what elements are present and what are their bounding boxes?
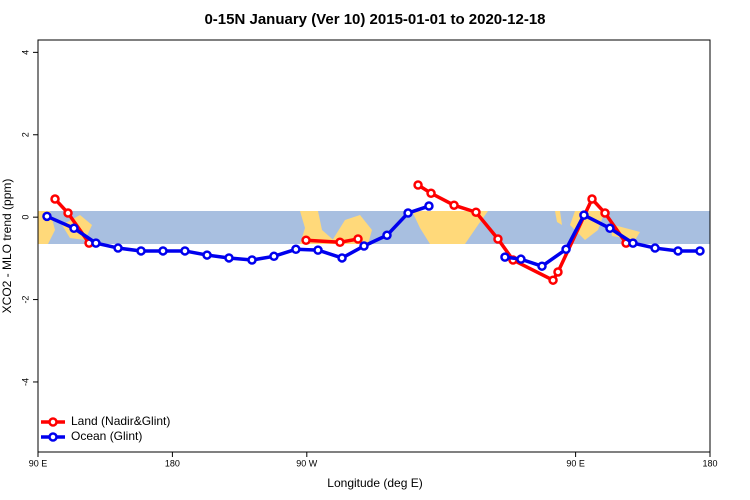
legend-marker: [48, 432, 58, 442]
data-point: [291, 244, 301, 255]
plot-frame: [37, 39, 711, 453]
data-point: [313, 245, 323, 255]
data-point: [353, 234, 363, 244]
x-axis-label: Longitude (deg E): [327, 476, 422, 490]
data-point: [516, 254, 526, 264]
data-point: [382, 230, 392, 241]
data-point: [587, 194, 597, 204]
data-point: [202, 250, 212, 260]
x-tick-label: 90 W: [296, 458, 318, 468]
data-point: [695, 246, 705, 256]
data-point: [180, 246, 190, 256]
y-tick-label: 4: [20, 50, 30, 55]
data-point: [158, 246, 168, 256]
data-point: [605, 223, 615, 234]
data-point: [600, 208, 610, 218]
data-point: [359, 241, 369, 251]
y-tick-label: -2: [20, 296, 30, 304]
series-line: [504, 212, 700, 269]
data-point: [247, 255, 257, 265]
x-tick-label: 90 E: [29, 458, 48, 468]
data-point: [673, 246, 683, 256]
data-point: [63, 208, 73, 218]
data-point: [113, 243, 123, 253]
data-point: [337, 253, 347, 263]
data-point: [537, 261, 547, 271]
data-point: [91, 238, 101, 248]
x-tick-label: 90 E: [566, 458, 585, 468]
y-tick-label: 0: [20, 215, 30, 220]
data-point: [136, 246, 146, 256]
y-axis-label: XCO2 - MLO trend (ppm): [0, 179, 14, 314]
data-point: [301, 235, 311, 245]
y-tick-label: -4: [20, 378, 30, 386]
data-point: [424, 201, 434, 211]
legend-marker: [48, 417, 58, 427]
data-point: [500, 252, 510, 262]
data-point: [548, 275, 558, 285]
data-point: [426, 188, 436, 199]
chart-title: 0-15N January (Ver 10) 2015-01-01 to 202…: [204, 11, 545, 28]
data-point: [628, 238, 638, 248]
legend-label: Ocean (Glint): [71, 429, 142, 443]
data-point: [471, 207, 481, 217]
data-point: [650, 243, 660, 253]
data-point: [335, 237, 345, 248]
data-point: [449, 200, 459, 210]
y-tick-label: 2: [20, 132, 30, 137]
data-point: [69, 223, 79, 234]
data-point: [579, 210, 589, 220]
data-point: [413, 180, 423, 190]
data-point: [42, 211, 52, 222]
data-point: [50, 194, 60, 204]
data-point: [224, 253, 234, 263]
data-point: [493, 234, 503, 244]
x-tick-label: 180: [165, 458, 180, 468]
data-point: [269, 251, 279, 262]
data-point: [553, 267, 563, 277]
legend-label: Land (Nadir&Glint): [71, 414, 170, 428]
x-tick-label: 180: [702, 458, 717, 468]
data-point: [561, 244, 571, 255]
data-point: [403, 208, 413, 218]
